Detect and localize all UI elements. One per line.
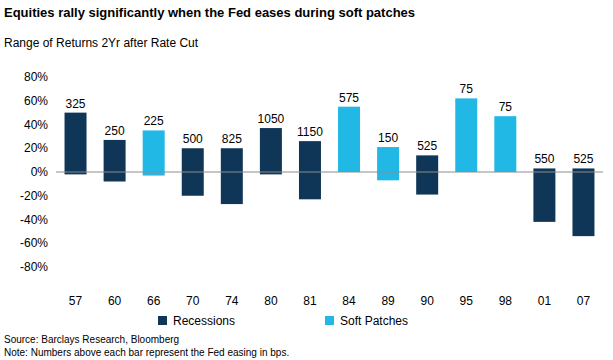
bar-label: 150 bbox=[378, 131, 398, 145]
range-bar bbox=[299, 141, 321, 199]
range-bar bbox=[572, 168, 594, 236]
note: Note: Numbers above each bar represent t… bbox=[4, 347, 289, 358]
x-axis-line bbox=[56, 172, 603, 173]
legend-label: Recessions bbox=[173, 314, 235, 328]
x-tick-label: 74 bbox=[225, 294, 239, 308]
range-bar bbox=[455, 98, 477, 172]
x-tick-label: 89 bbox=[381, 294, 395, 308]
bars bbox=[65, 98, 595, 236]
bar-label: 575 bbox=[339, 91, 359, 105]
bar-label: 75 bbox=[460, 82, 474, 96]
y-tick bbox=[52, 172, 56, 173]
range-bar bbox=[104, 140, 126, 182]
y-tick-label: -40% bbox=[20, 213, 48, 227]
x-tick-label: 70 bbox=[186, 294, 200, 308]
y-tick-label: 20% bbox=[24, 141, 48, 155]
subtitle: Range of Returns 2Yr after Rate Cut bbox=[4, 36, 199, 50]
bar-label: 225 bbox=[144, 114, 164, 128]
y-tick bbox=[52, 77, 56, 78]
x-tick-label: 07 bbox=[577, 294, 591, 308]
chart: Equities rally significantly when the Fe… bbox=[0, 0, 613, 360]
legend-label: Soft Patches bbox=[340, 314, 408, 328]
x-tick-label: 57 bbox=[69, 294, 83, 308]
y-tick bbox=[52, 148, 56, 149]
x-tick-label: 84 bbox=[342, 294, 356, 308]
range-bar bbox=[221, 148, 243, 204]
bar-label: 250 bbox=[105, 124, 125, 138]
bar-label: 325 bbox=[66, 97, 86, 111]
y-tick bbox=[52, 267, 56, 268]
y-tick bbox=[52, 100, 56, 101]
bar-label: 1050 bbox=[258, 112, 285, 126]
bar-label: 1150 bbox=[297, 125, 323, 139]
y-tick bbox=[52, 124, 56, 125]
bar-label: 525 bbox=[573, 152, 593, 166]
x-tick-label: 01 bbox=[538, 294, 552, 308]
x-tick-label: 81 bbox=[303, 294, 317, 308]
range-bar bbox=[377, 147, 399, 180]
x-tick-label: 90 bbox=[420, 294, 434, 308]
range-bar bbox=[533, 168, 555, 221]
bar-label: 550 bbox=[534, 152, 554, 166]
legend-swatch bbox=[158, 316, 167, 325]
y-tick-label: -60% bbox=[20, 236, 48, 250]
range-bar bbox=[65, 113, 87, 175]
y-tick bbox=[52, 243, 56, 244]
bar-label: 75 bbox=[499, 100, 513, 114]
legend-swatch bbox=[325, 316, 334, 325]
x-tick-label: 80 bbox=[264, 294, 278, 308]
bar-label: 825 bbox=[222, 132, 242, 146]
y-tick-label: 0% bbox=[31, 165, 49, 179]
x-tick-label: 66 bbox=[147, 294, 161, 308]
x-tick-label: 98 bbox=[499, 294, 513, 308]
y-tick-label: 40% bbox=[24, 118, 48, 132]
y-tick-label: -20% bbox=[20, 189, 48, 203]
range-bar bbox=[260, 128, 282, 174]
range-bar bbox=[494, 116, 516, 172]
y-tick-label: -80% bbox=[20, 260, 48, 274]
x-tick-label: 60 bbox=[108, 294, 122, 308]
range-bar bbox=[143, 130, 165, 175]
source: Source: Barclays Research, Bloomberg bbox=[4, 334, 179, 345]
bar-label: 500 bbox=[183, 132, 203, 146]
range-bar bbox=[338, 107, 360, 172]
y-tick bbox=[52, 195, 56, 196]
y-tick-label: 80% bbox=[24, 70, 48, 84]
y-tick bbox=[52, 219, 56, 220]
title: Equities rally significantly when the Fe… bbox=[4, 5, 415, 20]
range-bar bbox=[416, 155, 438, 194]
x-tick-label: 95 bbox=[460, 294, 474, 308]
y-tick-label: 60% bbox=[24, 94, 48, 108]
bar-label: 525 bbox=[417, 139, 437, 153]
